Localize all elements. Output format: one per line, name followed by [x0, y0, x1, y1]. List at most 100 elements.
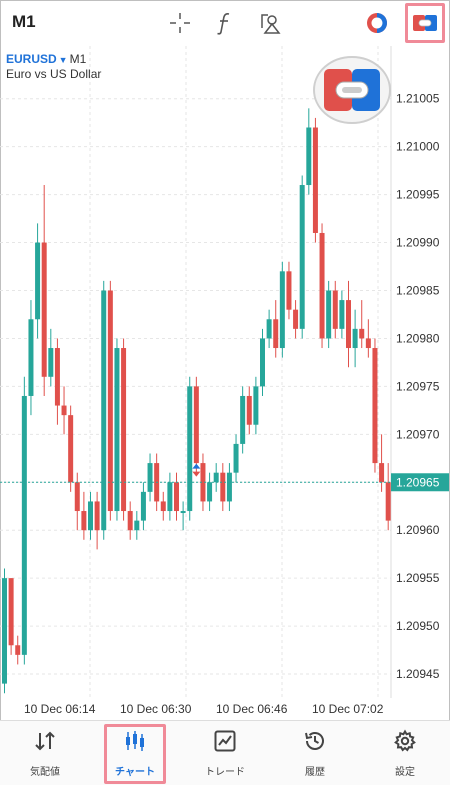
settings-icon [394, 729, 416, 752]
candle [174, 482, 179, 512]
candle [220, 472, 226, 502]
price-label: 1.20980 [396, 331, 440, 345]
price-label: 1.20985 [396, 284, 440, 298]
current-price-label: 1.20965 [396, 475, 440, 489]
time-label: 10 Dec 07:02 [312, 702, 384, 716]
tab-trade-label: トレード [205, 767, 245, 778]
tab-history-label: 履歴 [305, 767, 325, 778]
candle [28, 319, 34, 396]
current-price-box [391, 473, 449, 492]
candle [326, 290, 332, 339]
candle [207, 482, 213, 502]
oneclick-zoom-callout [313, 56, 391, 124]
candle [134, 520, 140, 531]
symbol-caret-icon: ▼ [58, 55, 68, 65]
trade-icon [214, 730, 236, 752]
candle [127, 511, 133, 531]
candle [266, 319, 272, 339]
candle [359, 328, 365, 339]
candle [213, 472, 219, 483]
candle [260, 338, 265, 387]
candle [88, 501, 93, 531]
price-label: 1.21000 [396, 140, 440, 154]
candle [339, 300, 345, 329]
candle [48, 348, 54, 377]
chart-timeframe: M1 [69, 52, 87, 66]
candle [346, 300, 351, 349]
candle [160, 501, 166, 512]
candle [114, 348, 120, 512]
tab-history[interactable]: 履歴 [270, 721, 360, 785]
price-chart[interactable]: 1.21005 1.21000 1.20995 1.20990 1.20985 1.209… [0, 0, 450, 720]
chart-candles-icon [126, 731, 144, 751]
candle [94, 501, 100, 531]
crosshair-icon[interactable] [165, 8, 195, 38]
candle [253, 386, 259, 425]
candle [193, 386, 199, 464]
candle [226, 472, 232, 502]
candle [352, 328, 358, 349]
candle [286, 271, 292, 310]
candle [107, 290, 113, 512]
oneclick-trading-icon[interactable] [410, 8, 440, 38]
candle [2, 578, 7, 684]
candle [35, 242, 41, 320]
tab-chart[interactable]: チャート [90, 721, 180, 785]
candle [8, 578, 14, 646]
price-label: 1.20975 [396, 379, 440, 393]
price-label: 1.20970 [396, 427, 440, 441]
price-label: 1.20995 [396, 188, 440, 202]
candle [379, 463, 385, 483]
oneclick-highlight [405, 3, 445, 43]
price-label: 1.20960 [396, 523, 440, 537]
candle [147, 463, 153, 492]
candle [140, 491, 146, 521]
time-label: 10 Dec 06:30 [120, 702, 192, 716]
price-label: 1.20955 [396, 571, 440, 585]
candle [240, 395, 246, 444]
candle [68, 415, 74, 483]
price-label: 1.21005 [396, 92, 440, 106]
candle [81, 511, 87, 531]
tab-settings[interactable]: 設定 [360, 721, 450, 785]
sell-arrow-icon [192, 471, 201, 477]
candle [365, 338, 371, 349]
candle [279, 271, 285, 349]
candle [332, 290, 338, 329]
candle [101, 290, 107, 531]
symbol-description: Euro vs US Dollar [6, 67, 102, 81]
price-label: 1.20990 [396, 236, 440, 250]
candle [312, 127, 318, 233]
timeframe-selector[interactable]: M1 [12, 12, 36, 31]
tab-chart-highlight [104, 724, 166, 784]
tab-trade[interactable]: トレード [180, 721, 270, 785]
candle [74, 482, 80, 512]
objects-icon[interactable] [255, 8, 285, 38]
bottom-tab-bar: 気配値 チャート トレード 履歴 [0, 720, 450, 785]
candle [61, 405, 67, 416]
account-circle-icon[interactable] [362, 8, 392, 38]
chart-symbol-row[interactable]: EURUSD ▼ M1 [6, 52, 86, 66]
candle [299, 185, 305, 329]
candle [41, 242, 47, 377]
symbol-name: EURUSD [6, 52, 57, 66]
candle [21, 395, 27, 655]
history-icon [305, 732, 324, 750]
tab-chart-label: チャート [115, 767, 155, 778]
price-label: 1.20950 [396, 619, 440, 633]
candle [385, 482, 391, 521]
function-icon[interactable] [210, 8, 240, 38]
candle [372, 348, 378, 464]
price-label: 1.20945 [396, 667, 440, 681]
candle [306, 127, 312, 186]
candle [54, 348, 60, 406]
buy-arrow-icon [192, 463, 201, 469]
time-label: 10 Dec 06:46 [216, 702, 288, 716]
candle [167, 482, 173, 512]
candle [187, 386, 193, 512]
tab-quotes[interactable]: 気配値 [0, 721, 90, 785]
tab-quotes-label: 気配値 [30, 767, 60, 778]
candle [121, 348, 127, 512]
top-toolbar: M1 [0, 0, 450, 46]
tab-settings-label: 設定 [395, 767, 415, 778]
